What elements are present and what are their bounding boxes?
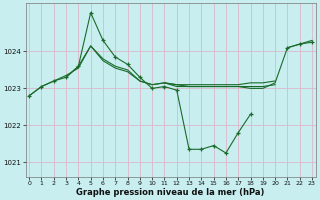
X-axis label: Graphe pression niveau de la mer (hPa): Graphe pression niveau de la mer (hPa) xyxy=(76,188,265,197)
